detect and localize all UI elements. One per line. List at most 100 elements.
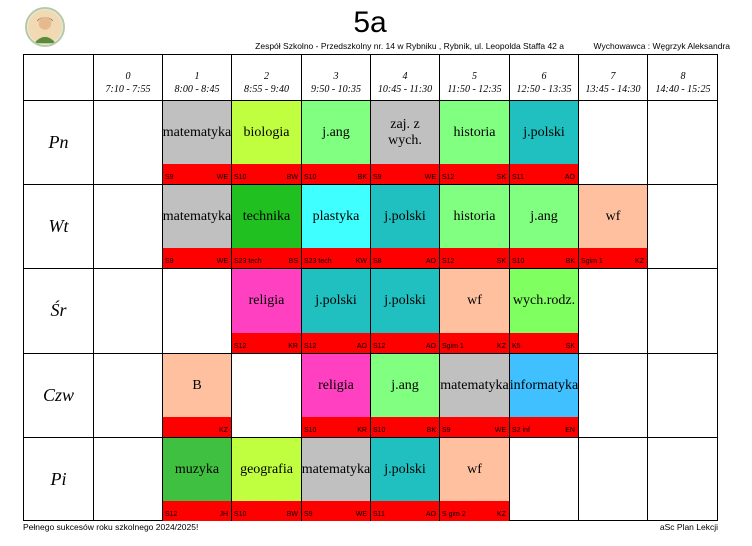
lesson-subject: geografia — [240, 461, 293, 477]
lesson-cell[interactable]: j.ang S10 BK — [302, 101, 370, 184]
lesson-teacher: SK — [496, 174, 506, 181]
lesson-cell[interactable]: matematyka S9 WE — [302, 438, 370, 521]
period-header: 7 13:45 - 14:30 — [579, 70, 647, 96]
day-label: Pi — [50, 469, 67, 489]
lesson-info-bar: S12 AO — [371, 333, 439, 353]
grid-column-divider — [93, 54, 94, 521]
lesson-cell[interactable]: wf S gim 2 KZ — [440, 438, 509, 521]
lesson-cell[interactable]: j.polski S8 AO — [371, 185, 439, 268]
lesson-cell[interactable]: j.ang S10 BK — [371, 354, 439, 437]
lesson-cell[interactable]: wych.rodz. K5 SK — [510, 269, 578, 353]
lesson-room: S10 — [304, 427, 317, 434]
lesson-cell[interactable]: informatyka S2 inf EN — [510, 354, 578, 437]
lesson-cell[interactable]: j.polski S11 AO — [371, 438, 439, 521]
period-number: 6 — [541, 71, 547, 82]
lesson-teacher: AO — [425, 511, 436, 518]
period-time: 10:45 - 11:30 — [377, 84, 433, 95]
lesson-teacher: KZ — [497, 343, 506, 350]
lesson-room: S10 — [373, 427, 386, 434]
lesson-info-bar: S9 WE — [371, 164, 439, 184]
lesson-info-bar: S10 BK — [371, 417, 439, 437]
lesson-room: K5 — [512, 343, 521, 350]
lesson-subject: historia — [453, 208, 496, 224]
lesson-info-bar: S9 WE — [302, 501, 370, 521]
period-time: 8:00 - 8:45 — [174, 84, 220, 95]
lesson-subject: wych.rodz. — [512, 293, 576, 308]
lesson-info-bar: S2 inf EN — [510, 417, 578, 437]
grid-row-divider — [23, 437, 718, 438]
lesson-teacher: KW — [355, 258, 367, 265]
lesson-cell[interactable]: j.ang S10 BK — [510, 185, 578, 268]
lesson-cell[interactable]: geografia S10 BW — [232, 438, 301, 521]
period-time: 12:50 - 13:35 — [516, 84, 572, 95]
lesson-cell[interactable]: technika S23 tech BS — [232, 185, 301, 268]
lesson-teacher: BW — [286, 511, 298, 518]
lesson-cell[interactable]: j.polski S12 AO — [371, 269, 439, 353]
grid-column-divider — [647, 54, 648, 521]
lesson-room: S gim 2 — [442, 511, 466, 518]
lesson-cell[interactable]: matematyka S9 WE — [163, 185, 231, 268]
lesson-subject: j.polski — [384, 208, 426, 224]
lesson-cell[interactable]: j.polski S12 AO — [302, 269, 370, 353]
homeroom-teacher: Wychowawca : Węgrzyk Aleksandra — [593, 41, 730, 51]
period-header: 5 11:50 - 12:35 — [440, 70, 509, 96]
lesson-cell[interactable]: religia S10 KR — [302, 354, 370, 437]
period-number: 5 — [472, 71, 477, 82]
lesson-cell[interactable]: wf Sgim 1 KZ — [440, 269, 509, 353]
lesson-info-bar: S10 BW — [232, 501, 301, 521]
grid-row-divider — [23, 353, 718, 354]
lesson-cell[interactable]: historia S12 SK — [440, 185, 509, 268]
lesson-teacher: KZ — [497, 511, 506, 518]
lesson-cell[interactable]: matematyka S9 WE — [163, 101, 231, 184]
lesson-cell[interactable]: biologia S10 BW — [232, 101, 301, 184]
lesson-subject: muzyka — [174, 461, 220, 477]
lesson-cell[interactable]: matematyka S9 WE — [440, 354, 509, 437]
lesson-info-bar: S12 KR — [232, 333, 301, 353]
period-time: 8:55 - 9:40 — [244, 84, 289, 95]
lesson-cell[interactable]: plastyka S23 tech KW — [302, 185, 370, 268]
lesson-cell[interactable]: muzyka S12 JH — [163, 438, 231, 521]
lesson-subject: j.ang — [391, 377, 419, 393]
period-number: 4 — [402, 71, 408, 82]
period-number: 1 — [194, 71, 200, 82]
lesson-room: S10 — [304, 174, 317, 181]
lesson-cell[interactable]: historia S12 SK — [440, 101, 509, 184]
lesson-cell[interactable]: zaj. z wych. S9 WE — [371, 101, 439, 184]
grid-column-divider — [370, 54, 371, 521]
lesson-subject: j.polski — [315, 293, 357, 308]
lesson-cell[interactable]: wf Sgim 1 KZ — [579, 185, 647, 268]
lesson-subject: wf — [605, 208, 621, 224]
lesson-subject: j.polski — [384, 461, 426, 477]
footer-message: Pełnego sukcesów roku szkolnego 2024/202… — [23, 522, 199, 532]
lesson-teacher: SK — [496, 258, 506, 265]
lesson-cell[interactable]: j.polski S11 AO — [510, 101, 578, 184]
period-time: 13:45 - 14:30 — [585, 84, 641, 95]
grid-column-divider — [439, 54, 440, 521]
lesson-room: S12 — [234, 343, 247, 350]
grid-row-divider — [23, 184, 718, 185]
lesson-room: Sgim 1 — [442, 343, 464, 350]
lesson-info-bar: S10 BW — [232, 164, 301, 184]
lesson-room: S8 — [373, 258, 382, 265]
lesson-teacher: KR — [288, 343, 298, 350]
lesson-room: S11 — [512, 174, 524, 181]
lesson-teacher: AO — [564, 174, 575, 181]
lesson-subject: biologia — [243, 124, 290, 140]
lesson-teacher: BK — [565, 258, 575, 265]
lesson-room: S10 — [512, 258, 525, 265]
lesson-teacher: WE — [494, 427, 506, 434]
period-header: 2 8:55 - 9:40 — [232, 70, 301, 96]
lesson-subject: matematyka — [163, 124, 231, 140]
day-label: Wt — [48, 216, 69, 236]
lesson-teacher: BK — [357, 174, 367, 181]
day-label: Czw — [42, 385, 75, 405]
lesson-info-bar: Sgim 1 KZ — [579, 248, 647, 268]
lesson-info-bar: S23 tech BS — [232, 248, 301, 268]
lesson-info-bar: KZ — [163, 417, 231, 437]
day-label: Śr — [50, 300, 67, 320]
footer-app-name: aSc Plan Lekcji — [659, 522, 718, 532]
lesson-teacher: AO — [356, 343, 367, 350]
lesson-teacher: AO — [425, 343, 436, 350]
lesson-cell[interactable]: B KZ — [163, 354, 231, 437]
lesson-cell[interactable]: religia S12 KR — [232, 269, 301, 353]
